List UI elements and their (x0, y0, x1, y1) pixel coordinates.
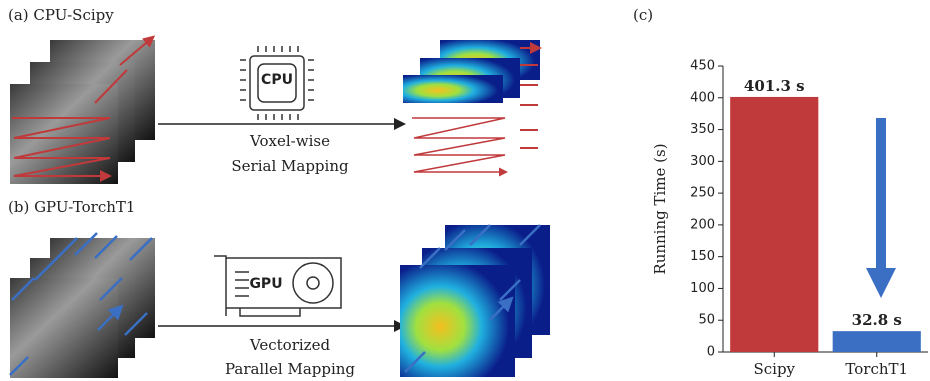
y-tick-label: 300 (690, 154, 715, 169)
y-tick-label: 50 (698, 313, 715, 328)
mri-stack (10, 233, 155, 378)
figure: (a) CPU-Scipy CPU Voxel-wise Serial Mapp… (0, 0, 930, 381)
map-stack (403, 40, 540, 172)
panel-label: (b) GPU-TorchT1 (8, 198, 135, 216)
y-axis-label: Running Time (s) (651, 143, 669, 274)
decrease-arrow (866, 118, 896, 298)
chip-label: CPU (261, 72, 293, 88)
value-label: 401.3 s (744, 77, 805, 95)
x-tick-label: Scipy (753, 360, 795, 378)
y-tick-label: 350 (690, 122, 715, 137)
bar (730, 97, 818, 352)
y-tick-label: 250 (690, 186, 715, 201)
y-tick-label: 0 (707, 345, 715, 360)
chip-label: GPU (249, 276, 282, 292)
caption: Vectorized (249, 336, 331, 354)
bar (833, 331, 921, 352)
y-tick-label: 100 (690, 281, 715, 296)
panel-label: (c) (633, 6, 653, 24)
y-tick-label: 450 (690, 59, 715, 74)
caption: Parallel Mapping (225, 360, 355, 378)
x-tick-label: TorchT1 (845, 360, 908, 378)
mri-stack (10, 38, 155, 184)
value-label: 32.8 s (852, 311, 902, 329)
map-stack (400, 225, 550, 377)
y-tick-label: 200 (690, 217, 715, 232)
y-tick-label: 400 (690, 90, 715, 105)
y-tick-label: 150 (690, 249, 715, 264)
caption: Voxel-wise (249, 132, 330, 150)
plot: 0 50 100 150 200 250 300 350 400 450 Scipy 401.3 s T… (690, 59, 928, 379)
panel-label: (a) CPU-Scipy (8, 6, 114, 24)
caption: Serial Mapping (231, 157, 349, 175)
